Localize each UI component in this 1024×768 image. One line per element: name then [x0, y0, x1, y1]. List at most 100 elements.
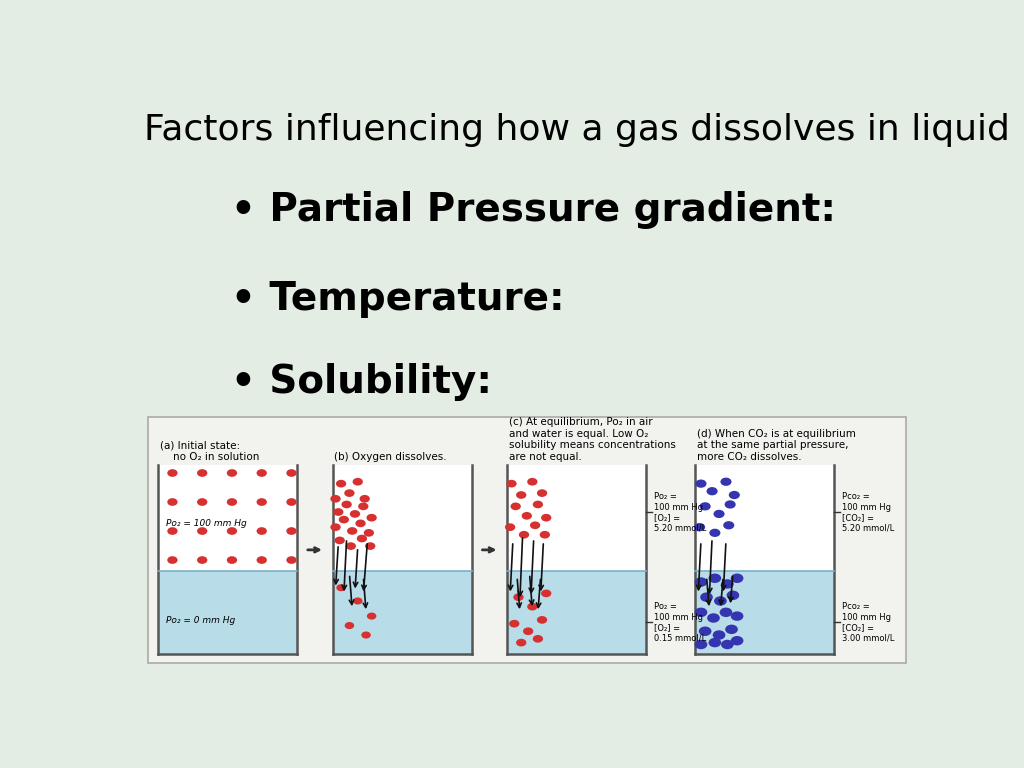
Circle shape [729, 491, 740, 499]
Bar [333, 571, 472, 654]
Circle shape [287, 498, 297, 506]
Circle shape [530, 521, 541, 529]
Text: Factors influencing how a gas dissolves in liquid: Factors influencing how a gas dissolves … [143, 113, 1010, 147]
Circle shape [331, 495, 341, 502]
Circle shape [505, 523, 515, 531]
Circle shape [695, 479, 707, 488]
Circle shape [725, 500, 735, 508]
Circle shape [723, 521, 734, 529]
Circle shape [714, 596, 727, 606]
Circle shape [257, 469, 267, 477]
Circle shape [226, 556, 238, 564]
Circle shape [532, 635, 543, 643]
Circle shape [721, 640, 734, 649]
Text: Pco₂ =
100 mm Hg
[CO₂] =
5.20 mmol/L: Pco₂ = 100 mm Hg [CO₂] = 5.20 mmol/L [842, 492, 895, 532]
Text: • Partial Pressure gradient:: • Partial Pressure gradient: [231, 191, 837, 230]
Circle shape [721, 579, 734, 588]
Circle shape [226, 498, 238, 506]
Circle shape [731, 611, 743, 621]
Circle shape [731, 574, 743, 583]
Circle shape [698, 627, 712, 636]
Text: • Temperature:: • Temperature: [231, 280, 565, 318]
Circle shape [339, 516, 349, 524]
Text: (b) Oxygen dissolves.: (b) Oxygen dissolves. [334, 452, 446, 462]
Text: Po₂ =
100 mm Hg
[O₂] =
0.15 mmol/L: Po₂ = 100 mm Hg [O₂] = 0.15 mmol/L [654, 602, 707, 642]
Text: (d) When CO₂ is at equilibrium
at the same partial pressure,
more CO₂ dissolves.: (d) When CO₂ is at equilibrium at the sa… [697, 429, 856, 462]
Bar [158, 465, 297, 571]
Circle shape [197, 469, 207, 477]
Circle shape [287, 527, 297, 535]
Circle shape [541, 590, 551, 598]
Circle shape [167, 469, 177, 477]
Circle shape [364, 529, 374, 537]
Bar [333, 465, 472, 571]
Circle shape [367, 514, 377, 521]
Circle shape [346, 542, 356, 550]
Circle shape [355, 519, 366, 527]
Circle shape [287, 469, 297, 477]
Circle shape [694, 607, 708, 617]
Circle shape [167, 556, 177, 564]
Circle shape [356, 535, 367, 542]
Text: • Solubility:: • Solubility: [231, 363, 493, 401]
Circle shape [708, 614, 720, 623]
Circle shape [523, 627, 534, 635]
Circle shape [358, 502, 369, 510]
Circle shape [527, 603, 538, 611]
Circle shape [527, 478, 538, 485]
Bar [695, 571, 835, 654]
Circle shape [361, 631, 371, 638]
Circle shape [721, 478, 731, 486]
Circle shape [226, 469, 238, 477]
Circle shape [331, 523, 341, 531]
Text: Pco₂ =
100 mm Hg
[CO₂] =
3.00 mmol/L: Pco₂ = 100 mm Hg [CO₂] = 3.00 mmol/L [842, 602, 895, 642]
Circle shape [707, 487, 718, 495]
Circle shape [336, 480, 346, 488]
Bar [507, 571, 646, 654]
Circle shape [167, 527, 177, 535]
Circle shape [714, 510, 725, 518]
Circle shape [516, 492, 526, 499]
Circle shape [359, 495, 370, 502]
Circle shape [694, 578, 708, 587]
Circle shape [699, 502, 711, 511]
Circle shape [167, 498, 177, 506]
Circle shape [513, 594, 523, 601]
Text: (c) At equilibrium, Po₂ in air
and water is equal. Low O₂
solubility means conce: (c) At equilibrium, Po₂ in air and water… [509, 417, 676, 462]
Text: Po₂ = 100 mm Hg: Po₂ = 100 mm Hg [166, 518, 247, 528]
Circle shape [511, 502, 521, 510]
Circle shape [506, 480, 517, 488]
Circle shape [287, 556, 297, 564]
Circle shape [350, 510, 360, 518]
Circle shape [709, 574, 721, 583]
Circle shape [710, 528, 721, 537]
Bar [147, 418, 906, 663]
Bar [158, 571, 297, 654]
Circle shape [257, 498, 267, 506]
Circle shape [197, 527, 207, 535]
Bar [507, 465, 646, 571]
Circle shape [347, 527, 357, 535]
Circle shape [541, 514, 551, 521]
Circle shape [226, 527, 238, 535]
Circle shape [197, 498, 207, 506]
Circle shape [540, 531, 550, 538]
Text: (a) Initial state:
    no O₂ in solution: (a) Initial state: no O₂ in solution [160, 440, 259, 462]
Circle shape [509, 620, 519, 627]
Circle shape [335, 537, 345, 545]
Circle shape [727, 591, 739, 600]
Circle shape [353, 598, 362, 604]
Circle shape [257, 556, 267, 564]
Circle shape [694, 523, 706, 531]
Circle shape [537, 616, 547, 624]
Circle shape [336, 584, 346, 591]
Circle shape [537, 489, 547, 497]
Bar [695, 465, 835, 571]
Circle shape [521, 512, 531, 520]
Circle shape [352, 478, 362, 485]
Text: Po₂ = 0 mm Hg: Po₂ = 0 mm Hg [166, 616, 236, 625]
Circle shape [709, 638, 721, 647]
Circle shape [532, 501, 543, 508]
Circle shape [694, 640, 708, 649]
Circle shape [333, 508, 343, 516]
